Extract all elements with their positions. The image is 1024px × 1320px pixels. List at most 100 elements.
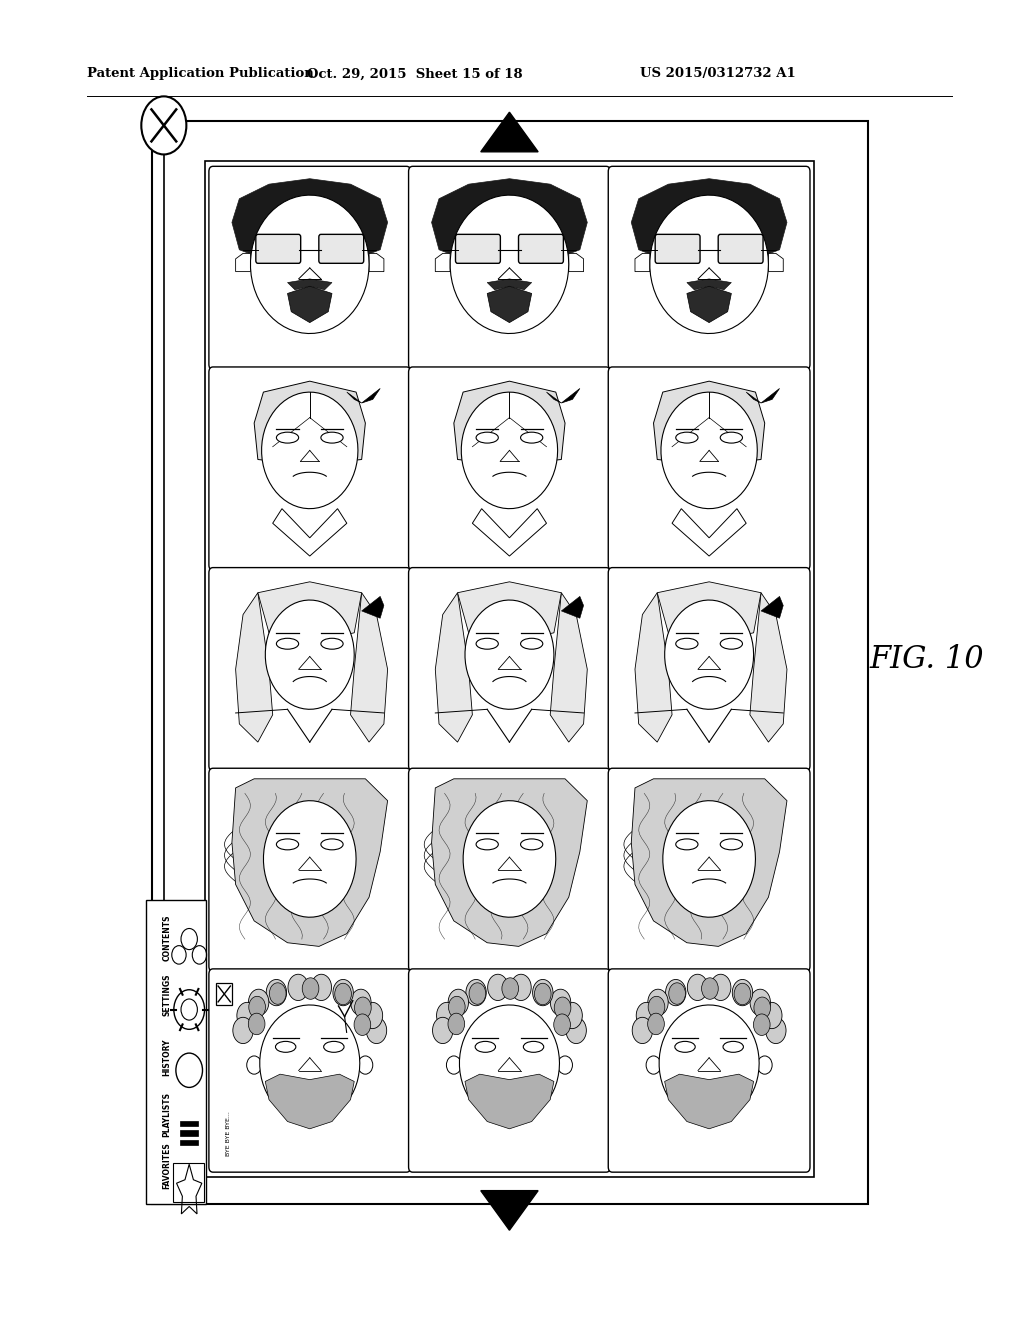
Text: PLAYLISTS: PLAYLISTS <box>163 1092 172 1137</box>
FancyBboxPatch shape <box>146 900 206 1204</box>
Circle shape <box>511 974 531 1001</box>
Polygon shape <box>431 178 588 264</box>
Ellipse shape <box>275 1041 296 1052</box>
Circle shape <box>562 1002 583 1028</box>
Polygon shape <box>462 392 558 508</box>
Text: SETTINGS: SETTINGS <box>163 973 172 1015</box>
FancyBboxPatch shape <box>409 768 610 972</box>
Polygon shape <box>768 253 783 272</box>
Ellipse shape <box>475 1041 496 1052</box>
Circle shape <box>350 989 371 1015</box>
Circle shape <box>466 979 486 1006</box>
Circle shape <box>554 997 571 1019</box>
Polygon shape <box>487 279 531 290</box>
Circle shape <box>732 979 753 1006</box>
FancyBboxPatch shape <box>209 768 411 972</box>
Circle shape <box>701 978 718 999</box>
Polygon shape <box>659 1005 759 1122</box>
Polygon shape <box>260 1005 359 1122</box>
Circle shape <box>487 974 508 1001</box>
Ellipse shape <box>321 840 343 850</box>
Circle shape <box>354 997 372 1019</box>
Ellipse shape <box>720 432 742 444</box>
Circle shape <box>354 1014 371 1035</box>
Circle shape <box>269 983 286 1005</box>
FancyBboxPatch shape <box>608 367 810 570</box>
Ellipse shape <box>676 639 698 649</box>
FancyBboxPatch shape <box>209 166 411 370</box>
Polygon shape <box>481 112 539 152</box>
Polygon shape <box>231 178 388 264</box>
Polygon shape <box>231 779 388 946</box>
Circle shape <box>232 1018 253 1044</box>
Circle shape <box>237 1002 257 1028</box>
Circle shape <box>648 997 665 1018</box>
Polygon shape <box>550 593 588 742</box>
Circle shape <box>750 989 770 1015</box>
Circle shape <box>288 974 308 1001</box>
FancyBboxPatch shape <box>152 121 868 1204</box>
Ellipse shape <box>676 840 698 850</box>
Circle shape <box>302 978 318 999</box>
Polygon shape <box>465 1074 554 1129</box>
Polygon shape <box>746 392 761 403</box>
Circle shape <box>249 997 265 1018</box>
Polygon shape <box>265 1074 354 1129</box>
Ellipse shape <box>523 1041 544 1052</box>
Circle shape <box>249 989 269 1015</box>
Ellipse shape <box>247 1056 261 1074</box>
FancyBboxPatch shape <box>180 1121 199 1126</box>
Text: BYE BYE BYE...: BYE BYE BYE... <box>226 1111 230 1156</box>
Text: Patent Application Publication: Patent Application Publication <box>87 67 313 81</box>
FancyBboxPatch shape <box>216 983 232 1005</box>
FancyBboxPatch shape <box>608 166 810 370</box>
Polygon shape <box>288 279 332 290</box>
Circle shape <box>266 979 287 1006</box>
Text: Oct. 29, 2015  Sheet 15 of 18: Oct. 29, 2015 Sheet 15 of 18 <box>307 67 522 81</box>
Circle shape <box>333 979 353 1006</box>
Circle shape <box>449 989 469 1015</box>
FancyBboxPatch shape <box>409 166 610 370</box>
FancyBboxPatch shape <box>608 768 810 972</box>
Circle shape <box>532 979 553 1006</box>
Ellipse shape <box>675 1041 695 1052</box>
Ellipse shape <box>723 1041 743 1052</box>
Polygon shape <box>662 392 758 508</box>
Polygon shape <box>481 1191 539 1230</box>
Ellipse shape <box>321 639 343 649</box>
Circle shape <box>636 1002 656 1028</box>
Circle shape <box>762 1002 782 1028</box>
Circle shape <box>647 1014 665 1035</box>
Ellipse shape <box>276 432 299 444</box>
Circle shape <box>311 974 332 1001</box>
Text: FAVORITES: FAVORITES <box>163 1142 172 1189</box>
Circle shape <box>711 974 731 1001</box>
FancyBboxPatch shape <box>180 1139 199 1144</box>
Ellipse shape <box>646 1056 660 1074</box>
Polygon shape <box>369 253 384 272</box>
Polygon shape <box>435 253 451 272</box>
Ellipse shape <box>446 1056 461 1074</box>
Circle shape <box>754 997 771 1019</box>
Polygon shape <box>272 508 347 556</box>
Circle shape <box>734 983 751 1005</box>
Polygon shape <box>460 1005 559 1122</box>
FancyBboxPatch shape <box>718 235 763 263</box>
FancyBboxPatch shape <box>608 969 810 1172</box>
Polygon shape <box>454 381 565 465</box>
Polygon shape <box>631 178 787 264</box>
FancyBboxPatch shape <box>655 235 700 263</box>
Circle shape <box>449 997 465 1018</box>
Ellipse shape <box>476 432 499 444</box>
Circle shape <box>436 1002 457 1028</box>
Circle shape <box>754 1014 770 1035</box>
Circle shape <box>447 1014 465 1035</box>
FancyBboxPatch shape <box>608 568 810 771</box>
FancyBboxPatch shape <box>456 235 501 263</box>
Ellipse shape <box>476 840 499 850</box>
Ellipse shape <box>676 432 698 444</box>
FancyBboxPatch shape <box>256 235 301 263</box>
Polygon shape <box>258 582 361 642</box>
Polygon shape <box>665 1074 754 1129</box>
Ellipse shape <box>276 840 299 850</box>
